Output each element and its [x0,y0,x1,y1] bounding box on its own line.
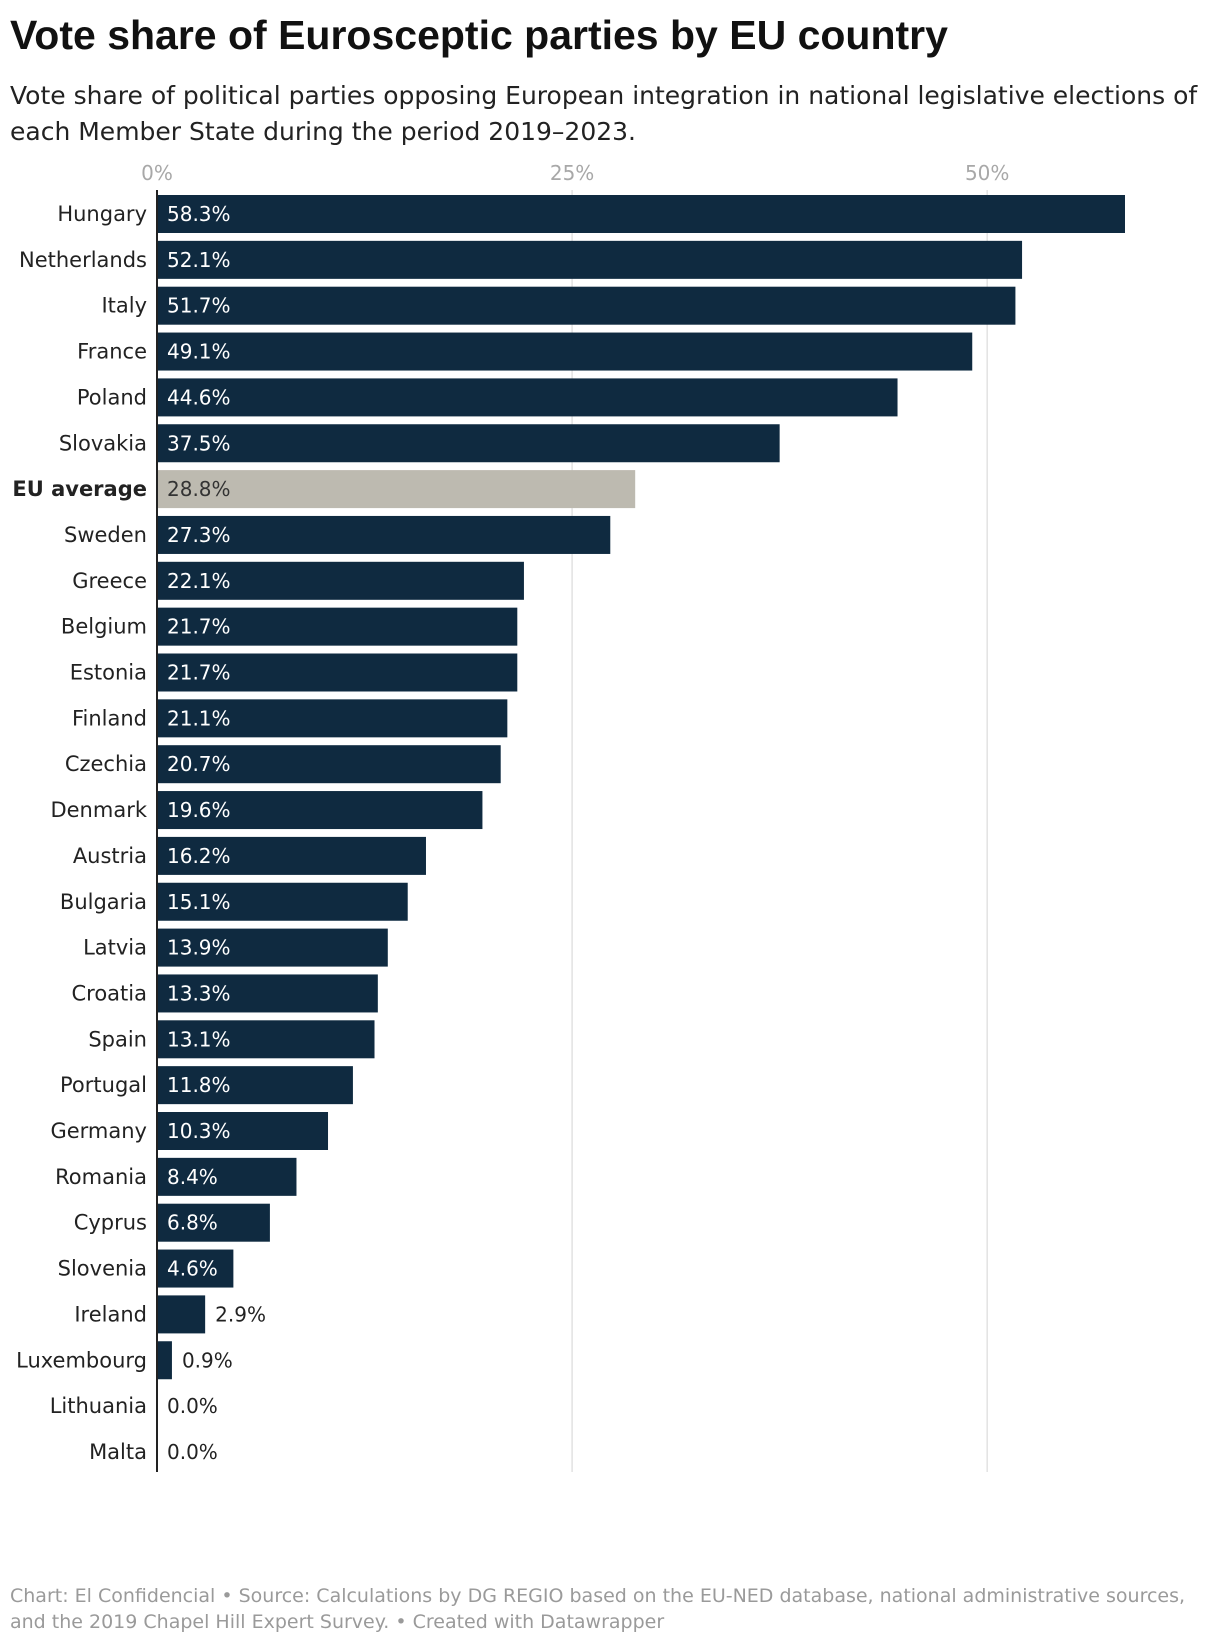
category-label: Greece [72,569,147,593]
value-label: 44.6% [167,385,231,409]
category-label: Italy [101,294,147,318]
bar [157,1020,375,1059]
category-label: Hungary [57,202,147,226]
category-label: Belgium [61,615,147,639]
value-label: 10.3% [167,1119,231,1143]
category-label: Germany [50,1119,147,1143]
value-label: 51.7% [167,294,231,318]
bar [157,928,388,967]
category-label: Spain [88,1027,147,1051]
value-label: 16.2% [167,844,231,868]
value-label: 27.3% [167,523,231,547]
bar-chart: 0% 25% 50% Hungary 58.3% Netherlands 52.1% Ita… [12,161,1125,1472]
bar [157,1066,353,1105]
x-tick-label: 0% [141,161,173,185]
category-label: Czechia [65,752,147,776]
bar [157,791,483,830]
labels: Hungary 58.3% Netherlands 52.1% Italy 51.7% Fr… [12,202,266,1464]
bars [157,195,1125,1380]
category-label: Bulgaria [60,890,147,914]
chart-footer: Chart: El Confidencial • Source: Calcula… [10,1585,1186,1633]
bar [157,1249,234,1288]
bar [157,974,378,1013]
bar [157,1203,270,1242]
bar [157,240,1023,279]
category-label: Slovakia [59,431,147,455]
category-label: Latvia [83,936,147,960]
value-label: 49.1% [167,340,231,364]
category-label: Romania [55,1165,147,1189]
bar [157,378,898,417]
bar-eu-average [157,470,636,509]
value-label: 6.8% [167,1211,218,1235]
bar [157,836,426,875]
value-label: 13.9% [167,936,231,960]
value-label: 2.9% [215,1302,266,1326]
value-label: 58.3% [167,202,231,226]
x-tick-label: 50% [965,161,1009,185]
category-label: Finland [72,706,147,730]
category-label: Luxembourg [16,1348,147,1372]
value-label: 28.8% [167,477,231,501]
category-label: France [77,340,147,364]
value-label: 0.0% [167,1394,218,1418]
bar [157,745,501,784]
bar [157,607,518,646]
value-label: 13.3% [167,981,231,1005]
bar [157,882,408,921]
bar [157,424,780,463]
value-label: 19.6% [167,798,231,822]
chart-subtitle: Vote share of political parties opposing… [10,81,1198,146]
value-label: 4.6% [167,1257,218,1281]
bar [157,1112,329,1150]
value-label: 21.7% [167,615,231,639]
value-label: 20.7% [167,752,231,776]
category-label: EU average [12,477,147,501]
category-label: Sweden [64,523,147,547]
value-label: 21.1% [167,706,231,730]
category-label: Slovenia [58,1257,147,1281]
axis-ticks: 0% 25% 50% [141,161,1009,185]
bar [157,1341,172,1380]
bar [157,195,1125,233]
value-label: 11.8% [167,1073,231,1097]
category-label: Croatia [72,981,148,1005]
bar [157,1157,297,1196]
category-label: Denmark [50,798,147,822]
value-label: 37.5% [167,431,231,455]
chart-title: Vote share of Eurosceptic parties by EU … [10,12,948,58]
chart-area: 0% 25% 50% Hungary 58.3% Netherlands 52.1% Ita… [0,160,1220,1550]
value-label: 8.4% [167,1165,218,1189]
bar [157,561,524,600]
category-label: Lithuania [50,1394,147,1418]
bar [157,653,518,692]
value-label: 21.7% [167,661,231,685]
value-label: 13.1% [167,1027,231,1051]
category-label: Ireland [74,1302,147,1326]
value-label: 0.0% [167,1440,218,1464]
value-label: 0.9% [182,1348,233,1372]
category-label: Malta [89,1440,147,1464]
bar [157,699,508,738]
bar [157,515,611,554]
value-label: 52.1% [167,248,231,272]
category-label: Netherlands [19,248,147,272]
category-label: Estonia [70,661,147,685]
value-label: 22.1% [167,569,231,593]
bar [157,286,1016,325]
value-label: 15.1% [167,890,231,914]
bar [157,1295,206,1334]
category-label: Austria [73,844,147,868]
x-tick-label: 25% [550,161,594,185]
category-label: Portugal [60,1073,147,1097]
category-label: Cyprus [74,1211,147,1235]
bar [157,332,973,371]
category-label: Poland [77,385,147,409]
